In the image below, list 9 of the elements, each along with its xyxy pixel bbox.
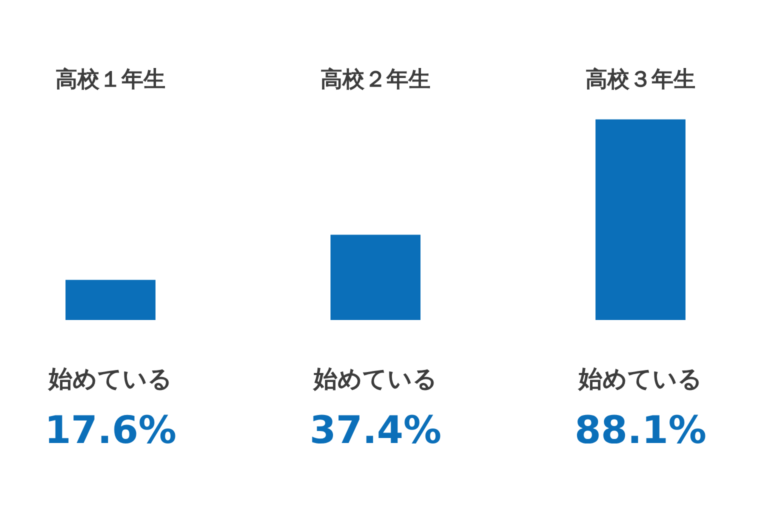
- x-tick-label: 高校２年生: [320, 66, 430, 92]
- text: 始めている: [578, 365, 702, 393]
- data-label: 37.4%: [310, 408, 442, 452]
- data-label: 17.6%: [44, 408, 176, 452]
- text: 始めている: [48, 365, 172, 393]
- text: 始めている: [312, 365, 438, 393]
- x-tick-label: 高校１年生: [56, 66, 166, 92]
- x-tick-label: 高校３年生: [586, 66, 696, 92]
- data-label: 88.1%: [574, 408, 706, 452]
